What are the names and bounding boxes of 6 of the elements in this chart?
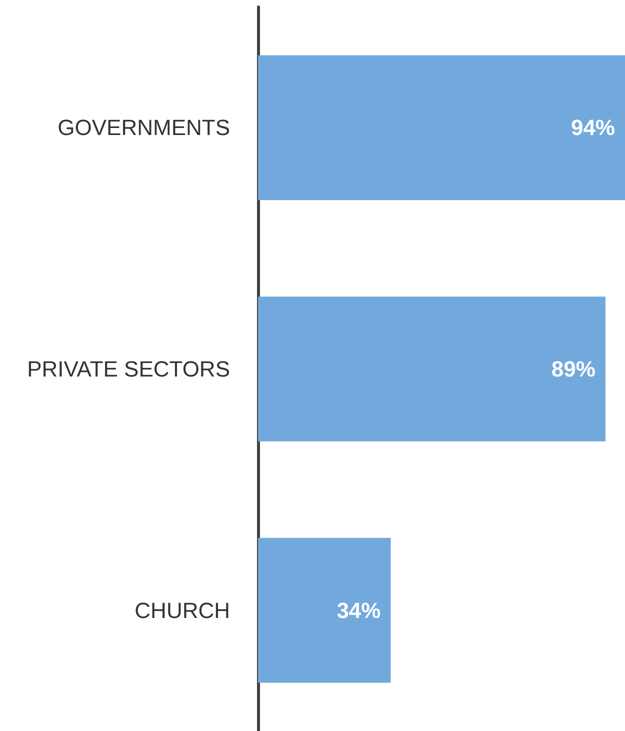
- y-tick-label: GOVERNMENTS: [58, 115, 230, 140]
- data-label: 34%: [336, 598, 381, 623]
- y-tick-label: CHURCH: [134, 598, 230, 623]
- data-label: 94%: [570, 115, 615, 140]
- data-label: 89%: [551, 356, 596, 382]
- y-tick-label: PRIVATE SECTORS: [27, 356, 230, 382]
